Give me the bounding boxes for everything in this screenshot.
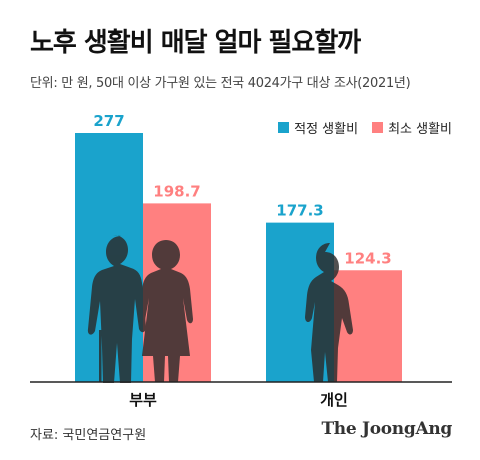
legend-item-minimum: 최소 생활비 (372, 118, 452, 137)
elderly-man-silhouette (87, 235, 146, 383)
legend-label-minimum: 최소 생활비 (388, 122, 452, 137)
data-label-adequate-1: 177.3 (276, 202, 323, 220)
category-label-0: 부부 (129, 391, 157, 409)
chart-title: 노후 생활비 매달 얼마 필요할까 (30, 28, 361, 58)
legend-item-adequate: 적정 생활비 (278, 118, 358, 137)
source-note: 자료: 국민연금연구원 (30, 428, 147, 443)
brand-logo: The JoongAng (321, 419, 452, 439)
data-label-minimum-1: 124.3 (344, 249, 391, 267)
legend-swatch-minimum (372, 122, 384, 133)
data-labels-group: 277 198.7 부부 177.3 124.3 개인 (93, 112, 391, 409)
legend-swatch-adequate (278, 122, 290, 133)
bar-minimum-1 (334, 270, 402, 382)
chart-subtitle: 단위: 만 원, 50대 이상 가구원 있는 전국 4024가구 대상 조사(2… (30, 76, 411, 91)
elderly-silhouettes (87, 235, 353, 383)
legend: 적정 생활비 최소 생활비 (278, 118, 452, 137)
elderly-woman-silhouette (139, 240, 193, 382)
cane-icon (317, 318, 320, 382)
legend-label-adequate: 적정 생활비 (294, 122, 359, 137)
data-label-minimum-0: 198.7 (153, 182, 200, 200)
cane-icon (99, 330, 102, 382)
data-label-adequate-0: 277 (93, 112, 124, 130)
category-label-1: 개인 (320, 391, 348, 409)
